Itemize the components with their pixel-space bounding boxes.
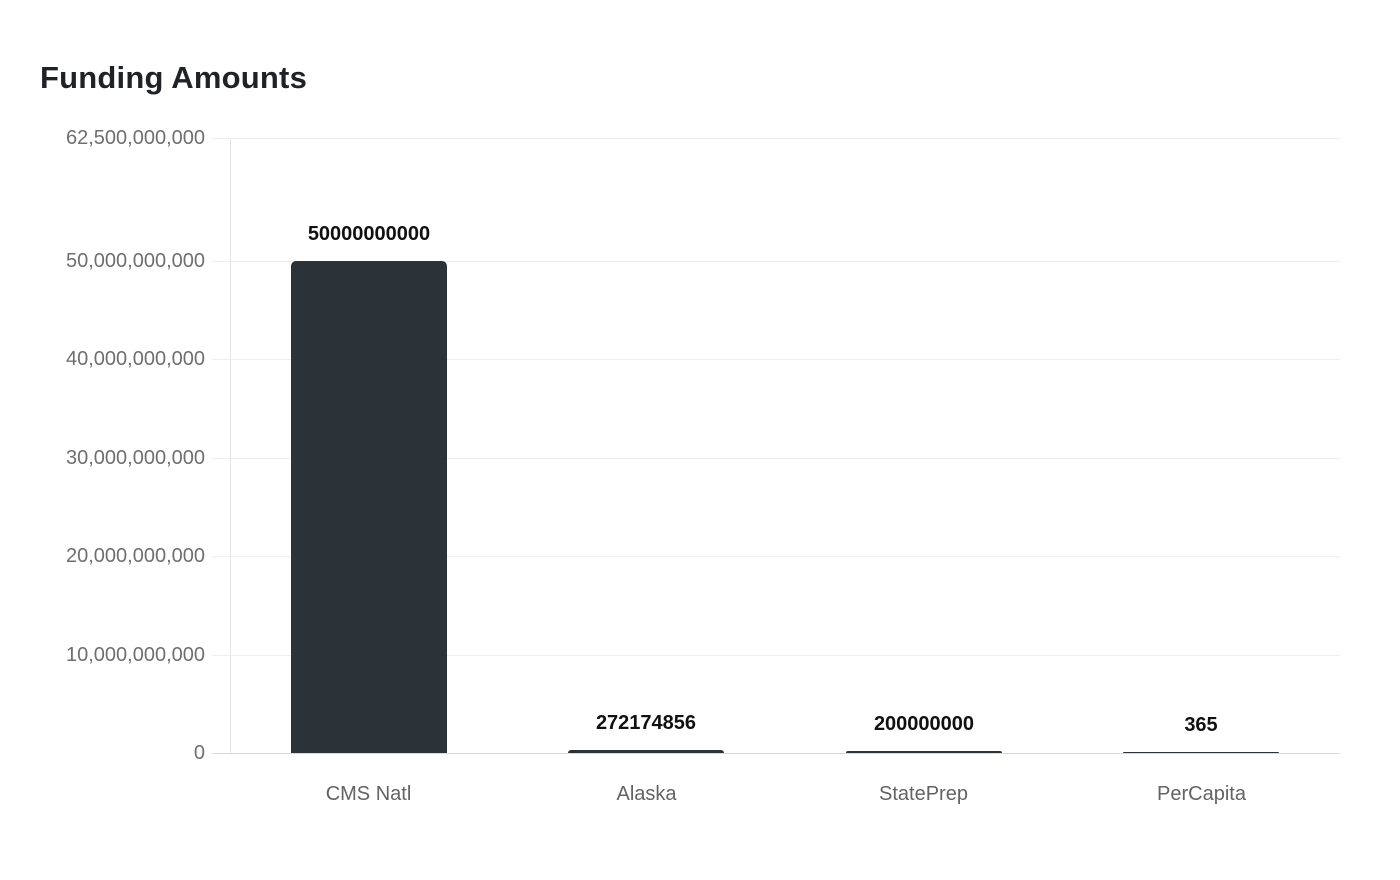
- plot-area: [212, 138, 1340, 754]
- x-tick-label: Alaska: [616, 783, 677, 805]
- bar-value-label: 272174856: [595, 712, 697, 734]
- bar-value-label: 365: [1184, 714, 1218, 736]
- x-tick-label: PerCapita: [1157, 783, 1246, 805]
- y-tick-label: 40,000,000,000: [65, 348, 205, 370]
- y-tick-label: 10,000,000,000: [65, 644, 205, 666]
- y-tick-label: 30,000,000,000: [65, 447, 205, 469]
- gridline: [212, 359, 1340, 360]
- y-tick-label: 20,000,000,000: [65, 545, 205, 567]
- bar-stateprep: [846, 751, 1002, 753]
- y-axis-line: [230, 138, 231, 753]
- x-tick-label: CMS Natl: [325, 783, 412, 805]
- x-tick-label: StatePrep: [879, 783, 968, 805]
- y-tick-label: 62,500,000,000: [65, 127, 205, 149]
- bar-value-label: 200000000: [873, 713, 975, 735]
- y-tick-label: 0: [193, 742, 205, 764]
- y-tick-label: 50,000,000,000: [65, 250, 205, 272]
- gridline: [212, 458, 1340, 459]
- gridline: [212, 655, 1340, 656]
- bar-alaska: [568, 750, 724, 753]
- gridline: [212, 261, 1340, 262]
- bar-cms-natl: [291, 261, 447, 753]
- gridline: [212, 556, 1340, 557]
- gridline: [212, 753, 1340, 754]
- gridline: [212, 138, 1340, 139]
- bar-percapita: [1123, 752, 1279, 753]
- bar-value-label: 50000000000: [307, 223, 431, 245]
- chart-title: Funding Amounts: [40, 60, 308, 95]
